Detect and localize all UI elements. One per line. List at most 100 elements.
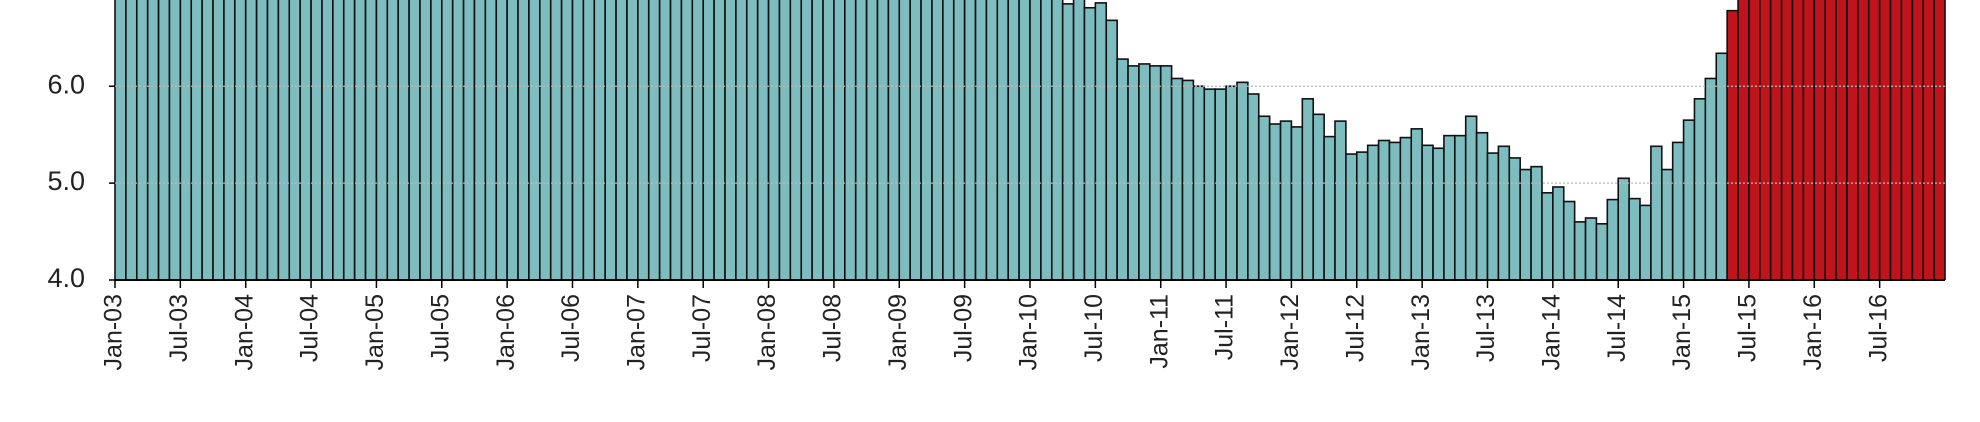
bar [244, 0, 258, 280]
bar [604, 0, 617, 280]
bar [1878, 0, 1892, 280]
bar [1377, 139, 1391, 280]
bar [1301, 98, 1315, 280]
bar [756, 0, 770, 280]
x-tick-label: Jan-08 [753, 294, 781, 370]
bar [473, 0, 487, 280]
bar [920, 0, 933, 280]
bar [778, 0, 792, 280]
bar [1748, 0, 1761, 280]
bar [1628, 197, 1641, 280]
x-tick-label: Jan-10 [1015, 294, 1043, 370]
bar [1127, 65, 1140, 280]
bar [1236, 81, 1249, 280]
x-tick-label: Jan-04 [230, 294, 258, 371]
bar [277, 0, 291, 280]
bar [1432, 147, 1445, 280]
bar [1857, 0, 1870, 280]
x-tick-label: Jan-12 [1276, 294, 1304, 370]
bar [1464, 115, 1478, 280]
bar [397, 0, 410, 280]
bar [811, 0, 824, 280]
bar [353, 0, 367, 280]
bar [942, 0, 955, 280]
bar [1083, 6, 1097, 280]
bar [1846, 0, 1859, 280]
bar [1759, 0, 1772, 280]
x-tick-label: Jul-07 [688, 294, 716, 362]
bar [321, 0, 334, 280]
x-tick-label: Jul-09 [949, 294, 977, 362]
bar [1159, 65, 1173, 280]
bar [854, 0, 868, 280]
x-tick-label: Jul-03 [165, 294, 193, 362]
bar [1922, 0, 1935, 280]
bar [506, 0, 519, 280]
bar [909, 0, 922, 280]
y-tick-label: 4.0 [47, 263, 85, 293]
bar [1486, 152, 1500, 280]
bar [1072, 0, 1086, 280]
bar [266, 0, 280, 280]
bar [1355, 151, 1369, 280]
bar [1421, 144, 1434, 280]
bar [691, 0, 705, 280]
x-tick-label: Jul-14 [1603, 294, 1631, 362]
bar [1650, 145, 1663, 280]
bar [1116, 58, 1129, 280]
bar [114, 0, 127, 280]
bar [767, 0, 781, 280]
bar [484, 0, 498, 280]
bar [179, 0, 193, 280]
bar [1584, 217, 1598, 280]
bar [669, 0, 683, 280]
bar [1443, 134, 1456, 280]
bar [1149, 65, 1162, 280]
x-tick-label: Jan-09 [884, 294, 912, 370]
bar [1290, 126, 1304, 280]
x-tick-label: Jul-06 [557, 294, 585, 362]
bar [1606, 198, 1620, 280]
bar [1715, 52, 1728, 280]
bar [822, 0, 835, 280]
bar [1791, 0, 1805, 280]
x-tick-label: Jul-10 [1080, 294, 1108, 362]
bar [593, 0, 606, 280]
bar [1769, 0, 1783, 280]
bar [1497, 145, 1511, 280]
bar [1911, 0, 1925, 280]
bar [234, 0, 247, 280]
bar [931, 0, 944, 280]
bar [571, 0, 585, 280]
x-tick-label: Jul-13 [1472, 294, 1500, 362]
bar [647, 0, 661, 280]
y-tick-label: 6.0 [47, 69, 85, 99]
bar [386, 0, 400, 280]
bar [582, 0, 596, 280]
bar [408, 0, 421, 280]
bar [1345, 153, 1358, 280]
bar [1268, 123, 1282, 280]
bar [1170, 77, 1184, 280]
bar [462, 0, 476, 280]
bar [1867, 0, 1881, 280]
bar [255, 0, 269, 280]
bar [735, 0, 748, 280]
bar [1203, 88, 1216, 280]
x-tick-label: Jul-16 [1864, 294, 1892, 362]
bar [375, 0, 389, 280]
bar [419, 0, 432, 280]
bar [1813, 0, 1826, 280]
bar [702, 0, 715, 280]
bar [1323, 135, 1336, 280]
bar [800, 0, 813, 280]
bar [517, 0, 530, 280]
bar [1519, 168, 1532, 280]
bar [1105, 19, 1118, 280]
y-tick-label: 5.0 [47, 166, 85, 196]
x-tick-label: Jan-06 [492, 294, 520, 370]
bar [299, 0, 312, 280]
y-tick-label: 7.0 [47, 0, 85, 2]
bar [898, 0, 911, 280]
bar [125, 0, 138, 280]
